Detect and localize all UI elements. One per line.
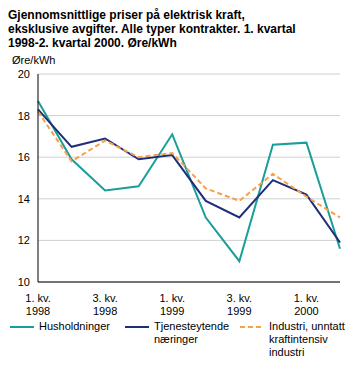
html-text:Tjenesteytende næringer: Tjenesteytende næringer xyxy=(154,320,230,345)
svg-text:3. kv.1999: 3. kv.1999 xyxy=(227,292,252,316)
html-text:Gjennomsnittlige priser på ele: Gjennomsnittlige priser på elektrisk kra… xyxy=(8,8,296,50)
svg-text:16: 16 xyxy=(18,151,30,163)
html-text:Øre/kWh: Øre/kWh xyxy=(12,54,56,66)
svg-text:10: 10 xyxy=(18,276,30,288)
html-text:Husholdninger: Husholdninger xyxy=(39,320,110,332)
svg-text:18: 18 xyxy=(18,110,30,122)
svg-text:14: 14 xyxy=(18,193,30,205)
svg-text:1. kv.1998: 1. kv.1998 xyxy=(25,292,50,316)
svg-text:1. kv.2000: 1. kv.2000 xyxy=(294,292,319,316)
svg-text:20: 20 xyxy=(18,68,30,80)
svg-text:3. kv.1998: 3. kv.1998 xyxy=(92,292,117,316)
svg-text:1. kv.1999: 1. kv.1999 xyxy=(159,292,184,316)
svg-text:12: 12 xyxy=(18,234,30,246)
html-text:Industri, unntatt kraftintensi: Industri, unntatt kraftintensiv industri xyxy=(269,320,345,358)
